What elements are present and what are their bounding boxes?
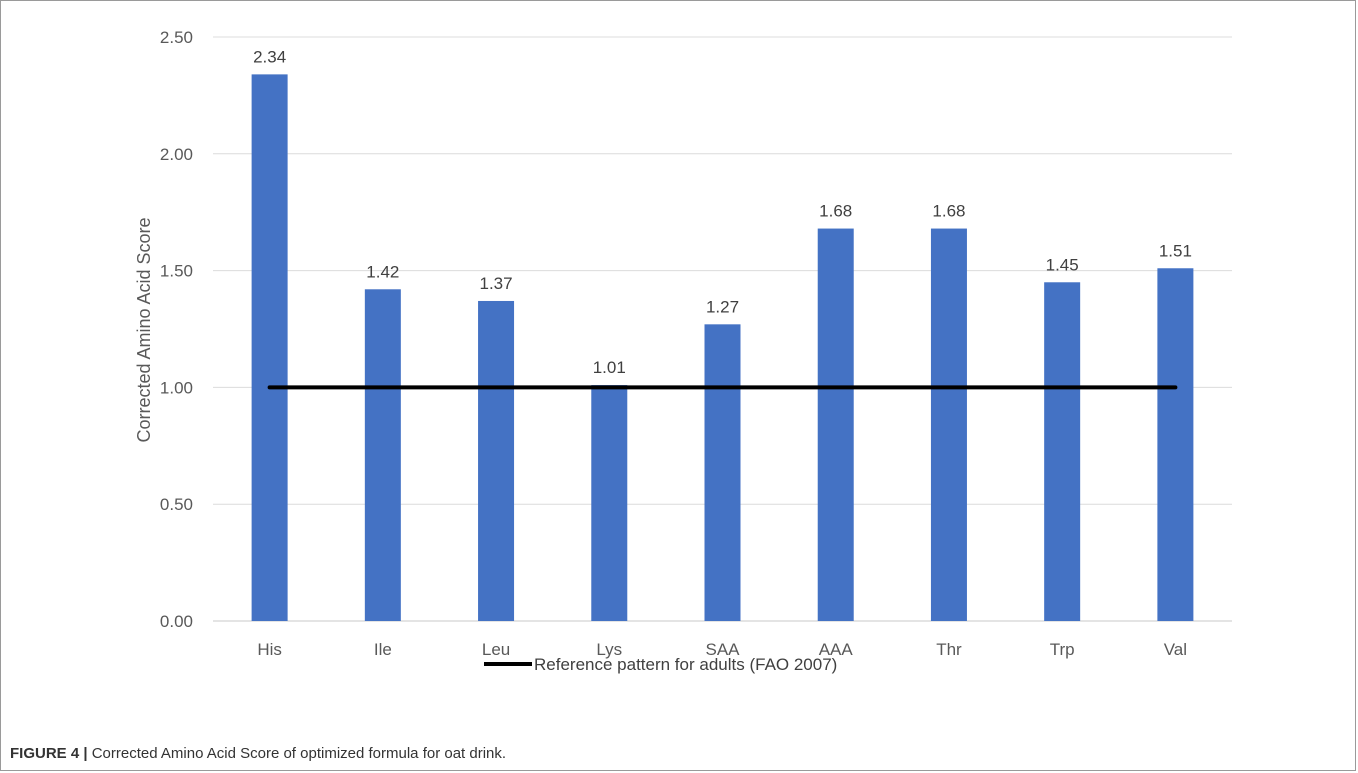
data-label: 1.68 [819,202,852,221]
x-tick-label: Trp [1050,640,1075,659]
data-label: 1.42 [366,262,399,281]
data-label: 1.51 [1159,241,1192,260]
y-tick-label: 1.00 [160,378,193,397]
data-label: 1.45 [1046,255,1079,274]
bar-lys [591,385,628,621]
y-tick-label: 1.50 [160,262,193,281]
x-tick-label: Val [1164,640,1187,659]
bars [251,74,1194,622]
x-tick-label: His [257,640,282,659]
bar-val [1157,268,1194,621]
data-labels: 2.34 1.42 1.37 1.01 1.27 1.68 1.68 1.45 1.51 [253,47,1192,377]
caption-text: Corrected Amino Acid Score of optimized … [87,745,507,762]
legend-label: Reference pattern for adults (FAO 2007) [534,655,837,674]
legend: Reference pattern for adults (FAO 2007) [484,655,837,674]
y-tick-label: 2.50 [160,28,193,47]
bar-ile [364,289,401,621]
x-tick-label: AAA [819,640,854,659]
data-label: 2.34 [253,47,286,66]
y-tick-label: 0.00 [160,612,193,631]
data-label: 1.68 [932,202,965,221]
figure-caption: FIGURE 4 | Corrected Amino Acid Score of… [10,745,506,762]
bar-saa [704,324,741,621]
data-label: 1.01 [593,358,626,377]
y-axis-ticks: 0.00 0.50 1.00 1.50 2.00 2.50 [160,28,193,631]
y-axis-title: Corrected Amino Acid Score [134,217,154,442]
x-tick-label: Ile [374,640,392,659]
x-tick-label: Leu [482,640,510,659]
x-axis-ticks: His Ile Leu Lys SAA AAA Thr Trp Val [257,640,1187,659]
bar-trp [1044,282,1081,621]
x-tick-label: SAA [705,640,740,659]
x-tick-label: Lys [596,640,622,659]
bar-thr [930,228,967,621]
y-tick-label: 2.00 [160,145,193,164]
bar-aaa [817,228,854,621]
data-label: 1.27 [706,297,739,316]
bar-leu [478,300,515,621]
figure-label: FIGURE 4 | [10,745,88,762]
bar-his [251,74,288,622]
y-tick-label: 0.50 [160,495,193,514]
x-tick-label: Thr [936,640,962,659]
data-label: 1.37 [480,274,513,293]
